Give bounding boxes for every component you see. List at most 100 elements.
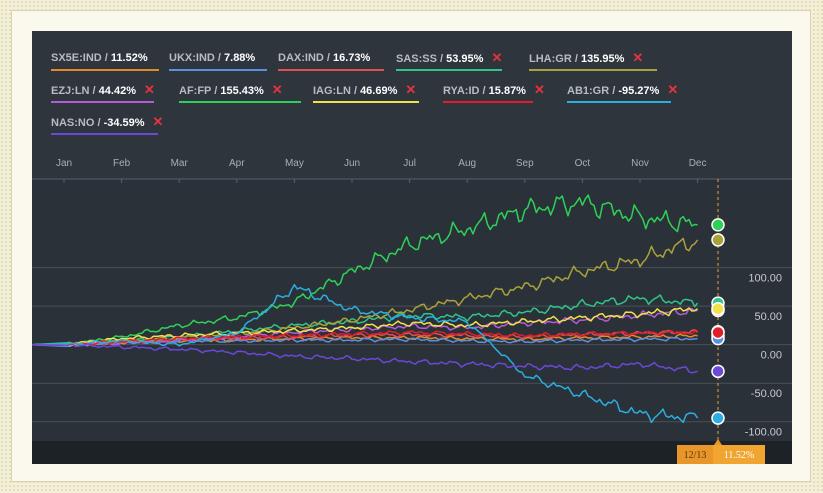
plot-area — [32, 179, 792, 441]
x-tick-label: Jul — [403, 158, 416, 169]
legend-item-lha-gr[interactable]: LHA:GR / 135.95% ✕ — [529, 50, 657, 72]
legend-separator: / — [211, 85, 221, 97]
legend-color-underline — [567, 101, 671, 103]
remove-series-icon[interactable]: ✕ — [143, 82, 155, 97]
legend-color-underline — [396, 69, 502, 71]
legend-symbol: UKX:IND — [169, 52, 215, 64]
legend-separator: / — [609, 85, 619, 97]
legend-separator: / — [101, 52, 111, 64]
legend-symbol: IAG:LN — [313, 85, 351, 97]
series-line-rya-id — [32, 330, 698, 346]
series-line-af-fp — [32, 194, 698, 346]
x-tick-label: Jun — [344, 158, 360, 169]
legend-item-iag-ln[interactable]: IAG:LN / 46.69% ✕ — [313, 82, 419, 104]
legend-item-rya-id[interactable]: RYA:ID / 15.87% ✕ — [443, 82, 545, 104]
legend-separator: / — [89, 85, 99, 97]
legend-symbol: NAS:NO — [51, 117, 95, 129]
legend-value: 44.42% — [98, 85, 136, 97]
cursor-tag-pointer — [714, 439, 722, 445]
remove-series-icon[interactable]: ✕ — [491, 50, 503, 65]
y-tick-label: 0.00 — [761, 350, 782, 362]
legend-color-underline — [313, 101, 419, 103]
legend-item-ab1-gr[interactable]: AB1:GR / -95.27% ✕ — [567, 82, 679, 104]
remove-series-icon[interactable]: ✕ — [667, 82, 679, 97]
end-marker-lha-gr[interactable] — [711, 233, 725, 247]
legend-separator: / — [323, 52, 334, 64]
legend-symbol: SAS:SS — [396, 53, 437, 65]
legend-separator: / — [436, 53, 447, 65]
x-tick-label: Aug — [458, 158, 476, 169]
legend-separator: / — [94, 117, 104, 129]
x-tick-label: Sep — [516, 158, 534, 169]
legend-value: -34.59% — [103, 117, 145, 129]
legend-separator: / — [479, 85, 489, 97]
legend-symbol: AB1:GR — [567, 85, 610, 97]
legend-separator: / — [350, 85, 361, 97]
series-line-ab1-gr — [32, 283, 699, 424]
legend-item-nas-no[interactable]: NAS:NO / -34.59% ✕ — [51, 114, 164, 136]
end-marker-af-fp[interactable] — [711, 218, 725, 232]
legend-item-ukx-ind[interactable]: UKX:IND / 7.88% — [169, 52, 267, 72]
x-tick-label: May — [285, 158, 304, 169]
legend-symbol: LHA:GR — [529, 53, 572, 65]
x-tick-label: Mar — [171, 158, 189, 169]
cursor-value: 11.52% — [724, 450, 754, 461]
legend-color-underline — [51, 101, 154, 103]
x-tick-label: Apr — [229, 158, 245, 169]
legend-value: 135.95% — [580, 53, 625, 65]
legend-value: 16.73% — [333, 52, 371, 64]
series-line-nas-no — [32, 342, 698, 374]
legend-color-underline — [51, 69, 159, 71]
chart-panel: SX5E:IND / 11.52% UKX:IND / 7.88% DAX:IND … — [32, 31, 792, 464]
x-tick-label: Jan — [56, 158, 72, 169]
legend-symbol: RYA:ID — [443, 85, 480, 97]
cursor-value-box — [713, 445, 765, 464]
navigator-strip — [32, 441, 792, 464]
legend-value: 155.43% — [220, 85, 264, 97]
cursor-date: 12/13 — [684, 450, 707, 461]
x-tick-label: Nov — [631, 158, 649, 169]
legend-symbol: SX5E:IND — [51, 52, 102, 64]
x-tick-label: Oct — [575, 158, 591, 169]
legend-separator: / — [571, 53, 581, 65]
x-tick-label: Feb — [113, 158, 131, 169]
end-marker-rya-id[interactable] — [711, 325, 725, 340]
chart-svg: Jan Feb Mar Apr May Jun Jul Aug Sep Oct Nov Dec 100.… — [32, 158, 792, 464]
legend-symbol: EZJ:LN — [51, 85, 90, 97]
legend-value: -95.27% — [618, 85, 660, 97]
legend-color-underline — [443, 101, 533, 103]
legend-color-underline — [179, 101, 301, 103]
legend-symbol: DAX:IND — [278, 52, 324, 64]
end-marker-ab1-gr[interactable] — [711, 411, 725, 425]
legend-value: 7.88% — [224, 52, 256, 64]
y-tick-label: 50.00 — [754, 311, 782, 323]
legend-color-underline — [278, 69, 384, 71]
cursor-date-box — [677, 445, 713, 464]
remove-series-icon[interactable]: ✕ — [152, 114, 164, 129]
end-marker-iag-ln[interactable] — [711, 301, 725, 316]
legend-value: 11.52% — [110, 52, 148, 64]
legend-item-sx5e-ind[interactable]: SX5E:IND / 11.52% — [51, 52, 159, 72]
remove-series-icon[interactable]: ✕ — [271, 82, 283, 97]
legend-value: 46.69% — [360, 85, 398, 97]
legend-color-underline — [529, 69, 657, 71]
remove-series-icon[interactable]: ✕ — [533, 82, 545, 97]
legend-value: 53.95% — [446, 53, 484, 65]
y-tick-label: -50.00 — [751, 388, 782, 400]
end-marker-nas-no[interactable] — [711, 364, 725, 379]
legend-color-underline — [169, 69, 267, 71]
legend-color-underline — [51, 133, 158, 135]
remove-series-icon[interactable]: ✕ — [632, 50, 644, 65]
legend-item-af-fp[interactable]: AF:FP / 155.43% ✕ — [179, 82, 301, 104]
legend-item-sas-ss[interactable]: SAS:SS / 53.95% ✕ — [396, 50, 503, 72]
legend-value: 15.87% — [488, 85, 526, 97]
legend-symbol: AF:FP — [179, 85, 212, 97]
legend-item-dax-ind[interactable]: DAX:IND / 16.73% — [278, 52, 384, 72]
legend-separator: / — [214, 52, 225, 64]
x-tick-label: Dec — [689, 158, 707, 169]
series-line-iag-ln — [32, 307, 699, 347]
remove-series-icon[interactable]: ✕ — [405, 82, 417, 97]
y-tick-label: -100.00 — [745, 427, 782, 439]
legend-item-ezj-ln[interactable]: EZJ:LN / 44.42% ✕ — [51, 82, 155, 104]
series-line-ukx-ind — [32, 336, 698, 348]
